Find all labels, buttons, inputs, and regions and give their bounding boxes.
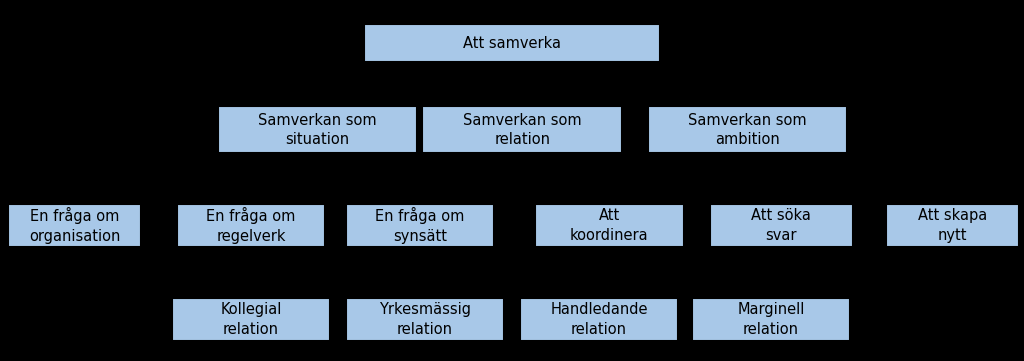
FancyBboxPatch shape bbox=[692, 298, 850, 341]
Text: Samverkan som
relation: Samverkan som relation bbox=[463, 113, 582, 147]
FancyBboxPatch shape bbox=[519, 298, 678, 341]
FancyBboxPatch shape bbox=[171, 298, 330, 341]
Text: Att söka
svar: Att söka svar bbox=[752, 208, 811, 243]
Text: Kollegial
relation: Kollegial relation bbox=[220, 302, 282, 337]
FancyBboxPatch shape bbox=[886, 204, 1019, 247]
FancyBboxPatch shape bbox=[176, 204, 326, 247]
Text: Handledande
relation: Handledande relation bbox=[550, 302, 648, 337]
Text: Marginell
relation: Marginell relation bbox=[737, 302, 805, 337]
FancyBboxPatch shape bbox=[535, 204, 684, 247]
FancyBboxPatch shape bbox=[422, 106, 622, 153]
FancyBboxPatch shape bbox=[345, 204, 494, 247]
FancyBboxPatch shape bbox=[710, 204, 853, 247]
Text: Att samverka: Att samverka bbox=[463, 36, 561, 51]
Text: Samverkan som
situation: Samverkan som situation bbox=[258, 113, 377, 147]
FancyBboxPatch shape bbox=[647, 106, 847, 153]
FancyBboxPatch shape bbox=[364, 25, 660, 62]
Text: Yrkesmässig
relation: Yrkesmässig relation bbox=[379, 302, 471, 337]
FancyBboxPatch shape bbox=[345, 298, 504, 341]
Text: En fråga om
organisation: En fråga om organisation bbox=[29, 207, 121, 244]
Text: Att skapa
nytt: Att skapa nytt bbox=[918, 208, 987, 243]
Text: En fråga om
synsätt: En fråga om synsätt bbox=[375, 207, 465, 244]
FancyBboxPatch shape bbox=[217, 106, 418, 153]
Text: Samverkan som
ambition: Samverkan som ambition bbox=[688, 113, 807, 147]
Text: Att
koordinera: Att koordinera bbox=[570, 208, 648, 243]
FancyBboxPatch shape bbox=[8, 204, 141, 247]
Text: En fråga om
regelverk: En fråga om regelverk bbox=[206, 207, 296, 244]
